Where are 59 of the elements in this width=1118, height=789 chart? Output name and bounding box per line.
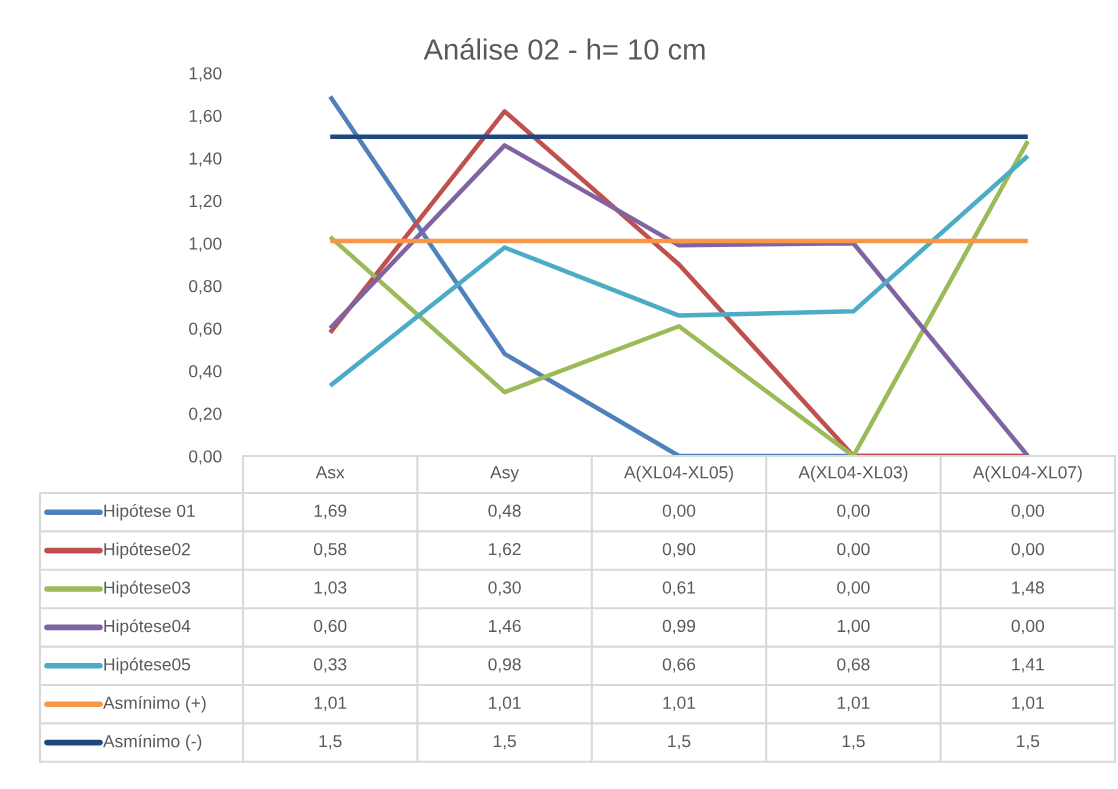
data-label: 1,03	[314, 581, 347, 596]
data-label: 1,01	[663, 696, 696, 711]
data-label: 0,30	[488, 581, 521, 596]
x-tick-label: A(XL04-XL05)	[624, 465, 733, 482]
chart-title: Análise 02 - h= 10 cm	[423, 38, 705, 60]
data-label: 0,33	[313, 658, 347, 673]
legend-label: Hipótese03	[104, 580, 191, 598]
legend-label: Hipótese02	[104, 542, 190, 559]
y-tick-label: 1,40	[189, 152, 222, 167]
data-label: 0,60	[313, 619, 347, 635]
data-label: 0,90	[662, 542, 696, 558]
data-label: 1,62	[489, 542, 521, 558]
y-tick-label: 0,00	[189, 450, 222, 465]
y-tick-label: 0,40	[189, 365, 222, 380]
data-label: 1,5	[1017, 735, 1040, 750]
data-label: 0,98	[488, 658, 521, 673]
x-tick-label: A(XL04-XL07)	[972, 465, 1082, 482]
data-label: 0,99	[662, 619, 696, 635]
data-label: 0,68	[837, 658, 870, 673]
legend-label: Hipótese05	[104, 657, 191, 674]
data-label: 1,5	[493, 735, 516, 750]
data-label: 1,00	[837, 619, 870, 635]
data-label: 1,5	[319, 735, 342, 750]
data-label: 0,00	[1011, 504, 1045, 519]
data-label: 0,58	[313, 542, 347, 558]
data-label: 0,00	[1011, 619, 1045, 635]
data-label: 1,01	[837, 696, 870, 711]
data-label: 0,00	[837, 504, 870, 519]
data-label: 0,00	[1011, 542, 1045, 558]
x-tick-label: A(XL04-XL03)	[798, 465, 908, 482]
legend-label: Asmínimo (-)	[103, 734, 202, 751]
y-tick-label: 1,00	[189, 237, 222, 252]
data-label: 1,5	[842, 735, 865, 750]
data-label: 0,66	[662, 658, 696, 673]
data-label: 1,48	[1012, 581, 1044, 596]
x-tick-label: Asy	[490, 466, 520, 482]
y-tick-label: 1,60	[189, 109, 222, 125]
data-label: 1,69	[314, 504, 347, 519]
data-label: 0,00	[662, 504, 696, 519]
data-label: 0,61	[662, 581, 696, 596]
data-label: 1,41	[1012, 658, 1044, 673]
y-tick-label: 0,20	[189, 407, 222, 422]
legend-label: Hipótese04	[104, 619, 191, 636]
y-tick-label: 1,20	[189, 194, 222, 210]
legend-label: Asmínimo (+)	[103, 696, 206, 713]
y-tick-label: 0,60	[189, 322, 222, 337]
data-label: 1,5	[668, 735, 691, 750]
data-label: 1,01	[489, 696, 521, 711]
data-label: 0,00	[837, 581, 870, 596]
data-label: 0,48	[488, 504, 521, 519]
y-tick-label: 1,80	[189, 67, 222, 82]
data-label: 1,01	[1012, 696, 1044, 711]
y-tick-label: 0,80	[189, 279, 222, 295]
data-label: 1,01	[314, 696, 347, 711]
x-tick-label: Asx	[315, 466, 345, 479]
data-label: 0,00	[837, 542, 870, 558]
line-series	[327, 153, 1031, 388]
data-label: 1,46	[489, 619, 521, 635]
legend-label: Hipótese 01	[104, 504, 195, 521]
